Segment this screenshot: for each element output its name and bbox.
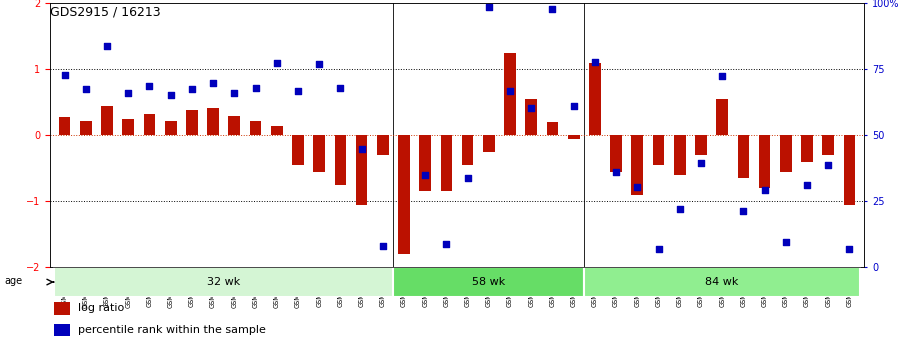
Text: 84 wk: 84 wk (706, 277, 738, 287)
Bar (585, 267, 860, 297)
Bar (394, 267, 585, 297)
Bar (843, 135, 855, 205)
Point (652, 246, 666, 252)
Point (312, 61, 327, 67)
Point (778, 239, 793, 245)
Bar (695, 135, 707, 155)
Point (205, 80, 220, 85)
Bar (101, 106, 113, 135)
Point (757, 187, 772, 192)
Bar (823, 135, 834, 155)
Point (270, 60, 284, 66)
Point (355, 146, 369, 151)
Point (461, 176, 475, 181)
Bar (313, 135, 325, 172)
Bar (54, 302, 71, 315)
Bar (54, 267, 394, 297)
Bar (674, 135, 686, 175)
Bar (356, 135, 367, 205)
Bar (547, 122, 558, 135)
Bar (144, 114, 156, 135)
Point (439, 241, 453, 247)
Bar (610, 135, 622, 172)
Point (164, 92, 178, 97)
Point (248, 85, 262, 91)
Point (418, 172, 433, 178)
Point (376, 244, 390, 249)
Bar (526, 99, 537, 135)
Bar (207, 108, 219, 135)
Text: GDS2915 / 16213: GDS2915 / 16213 (50, 5, 160, 18)
Point (291, 88, 305, 93)
Point (672, 207, 687, 212)
Bar (419, 135, 431, 191)
Bar (589, 63, 601, 135)
Point (100, 43, 114, 49)
Point (227, 90, 242, 95)
Point (609, 169, 624, 175)
Point (481, 4, 496, 10)
Bar (165, 121, 176, 135)
Bar (717, 99, 728, 135)
Bar (54, 324, 71, 336)
Point (843, 246, 857, 252)
Bar (186, 110, 197, 135)
Bar (59, 117, 71, 135)
Point (821, 162, 835, 168)
Bar (483, 135, 495, 152)
Point (587, 59, 602, 64)
Bar (377, 135, 388, 155)
Bar (738, 135, 749, 178)
Point (142, 83, 157, 89)
Point (694, 160, 709, 166)
Bar (632, 135, 643, 195)
Point (567, 103, 581, 108)
Bar (80, 121, 91, 135)
Text: 32 wk: 32 wk (207, 277, 241, 287)
Bar (335, 135, 347, 185)
Point (333, 85, 348, 91)
Bar (441, 135, 452, 191)
Text: log ratio: log ratio (79, 303, 125, 313)
Bar (780, 135, 792, 172)
Text: percentile rank within the sample: percentile rank within the sample (79, 325, 266, 335)
Text: age: age (5, 276, 23, 286)
Point (524, 105, 538, 110)
Bar (801, 135, 813, 162)
Point (396, 268, 411, 274)
Point (545, 6, 559, 11)
Bar (250, 121, 262, 135)
Point (630, 184, 644, 190)
Bar (758, 135, 770, 188)
Bar (122, 119, 134, 135)
Bar (504, 53, 516, 135)
Bar (228, 116, 240, 135)
Point (503, 88, 518, 93)
Point (185, 87, 199, 92)
Text: 58 wk: 58 wk (472, 277, 506, 287)
Point (800, 182, 814, 188)
Point (57, 72, 71, 78)
Point (736, 208, 750, 214)
Bar (271, 126, 282, 135)
Point (79, 87, 93, 92)
Bar (292, 135, 304, 165)
Bar (462, 135, 473, 165)
Bar (398, 135, 410, 254)
Bar (567, 135, 579, 139)
Bar (653, 135, 664, 165)
Point (121, 90, 136, 95)
Point (715, 73, 729, 79)
